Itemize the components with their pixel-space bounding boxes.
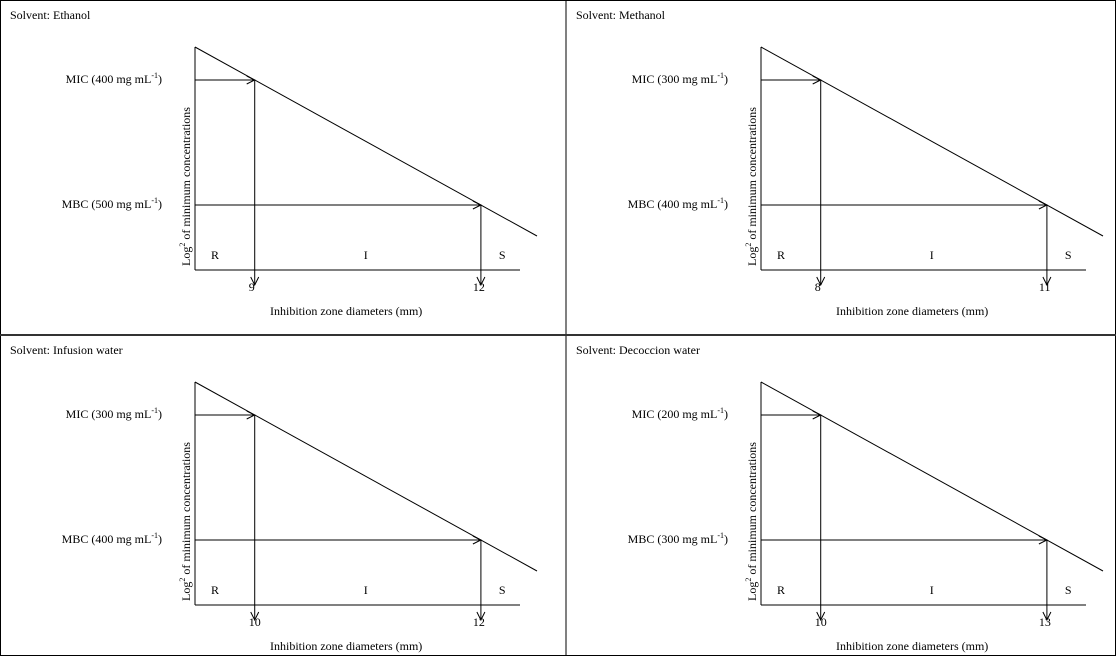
y-axis-label-sup: 2 (744, 242, 753, 247)
region-label-r: R (211, 583, 220, 597)
regression-line (194, 46, 538, 237)
y-axis-label: Log2 of minimum concentrations (744, 442, 760, 601)
tick-label-right: 12 (472, 280, 485, 294)
tick-label-right: 13 (1038, 615, 1051, 629)
arrow-head (472, 535, 483, 545)
mic-label-text: MIC (200 mg mL (631, 407, 718, 421)
mic-label: MIC (400 mg mL-1) (65, 71, 162, 86)
tick-label-left: 9 (248, 280, 255, 294)
tick-label-right: 11 (1038, 280, 1051, 294)
y-axis-label-suffix: of minimum concentrations (179, 442, 193, 578)
mbc-label-text: MBC (400 mg mL (61, 532, 152, 546)
y-axis-label-sup: 2 (178, 577, 187, 582)
y-axis-label-prefix: Log (745, 581, 759, 601)
y-axis-label-suffix: of minimum concentrations (179, 107, 193, 243)
y-axis-label: Log2 of minimum concentrations (178, 442, 194, 601)
solvent-label: Solvent: Methanol (576, 8, 665, 22)
arrow-head (1038, 200, 1049, 210)
unit-exponent: -1 (151, 531, 158, 540)
y-axis-label-sup: 2 (744, 577, 753, 582)
arrow-head (812, 75, 822, 85)
mic-label: MIC (300 mg mL-1) (65, 406, 162, 421)
region-label-i: I (929, 583, 934, 597)
tick-label-left: 8 (814, 280, 821, 294)
unit-exponent: -1 (717, 406, 724, 415)
region-label-s: S (498, 583, 506, 597)
arrow-head (250, 611, 260, 622)
y-axis-label: Log2 of minimum concentrations (744, 107, 760, 266)
mic-label: MIC (200 mg mL-1) (631, 406, 728, 421)
unit-exponent: -1 (717, 71, 724, 80)
arrow-head (246, 410, 256, 420)
solvent-label: Solvent: Decoccion water (576, 343, 700, 357)
x-axis-label: Inhibition zone diameters (mm) (270, 639, 423, 653)
mic-label-text: MIC (400 mg mL (65, 72, 152, 86)
y-axis-label-prefix: Log (179, 246, 193, 266)
diagram-panel: Solvent: Methanol MIC (300 mg mL-1) MBC (4… (566, 0, 1116, 321)
y-axis-label-suffix: of minimum concentrations (745, 107, 759, 243)
arrow-head (476, 276, 486, 287)
unit-exponent: -1 (151, 196, 158, 205)
y-axis-label-suffix: of minimum concentrations (745, 442, 759, 578)
unit-exponent: -1 (717, 196, 724, 205)
tick-label-left: 10 (248, 615, 261, 629)
solvent-label: Solvent: Infusion water (10, 343, 123, 357)
mbc-label: MBC (400 mg mL-1) (627, 196, 728, 211)
arrow-head (246, 75, 256, 85)
arrow-head (816, 276, 826, 287)
panel-drawing (194, 381, 538, 622)
arrow-head (812, 410, 822, 420)
unit-exponent: -1 (151, 406, 158, 415)
mbc-label: MBC (400 mg mL-1) (61, 531, 162, 546)
region-label-i: I (363, 583, 368, 597)
region-label-s: S (498, 248, 506, 262)
unit-exponent: -1 (717, 531, 724, 540)
tick-label-left: 10 (814, 615, 827, 629)
mic-label-text: MIC (300 mg mL (65, 407, 152, 421)
panel-drawing (194, 46, 538, 287)
y-axis-label-prefix: Log (179, 581, 193, 601)
mbc-label: MBC (500 mg mL-1) (61, 196, 162, 211)
mic-label: MIC (300 mg mL-1) (631, 71, 728, 86)
regression-line (194, 381, 538, 572)
y-axis-label: Log2 of minimum concentrations (178, 107, 194, 266)
mbc-label-text: MBC (500 mg mL (61, 197, 152, 211)
region-label-i: I (929, 248, 934, 262)
solvent-label: Solvent: Ethanol (10, 8, 91, 22)
arrow-head (472, 200, 483, 210)
arrow-head (476, 611, 486, 622)
y-axis-label-prefix: Log (745, 246, 759, 266)
regression-line (760, 46, 1104, 237)
mbc-label: MBC (300 mg mL-1) (627, 531, 728, 546)
arrow-head (250, 276, 260, 287)
arrow-head (1042, 276, 1052, 287)
diagram-panel: Solvent: Decoccion water MIC (200 mg mL-1… (566, 335, 1116, 656)
arrow-head (816, 611, 826, 622)
unit-exponent: -1 (151, 71, 158, 80)
panel-drawing (760, 46, 1104, 287)
tick-label-right: 12 (472, 615, 485, 629)
diagram-panel: Solvent: Ethanol MIC (400 mg mL-1) MBC (50… (0, 0, 550, 321)
region-label-s: S (1064, 248, 1072, 262)
mbc-label-text: MBC (300 mg mL (627, 532, 718, 546)
region-label-r: R (777, 248, 786, 262)
region-label-r: R (211, 248, 220, 262)
arrow-head (1038, 535, 1049, 545)
y-axis-label-sup: 2 (178, 242, 187, 247)
region-label-r: R (777, 583, 786, 597)
mbc-label-text: MBC (400 mg mL (627, 197, 718, 211)
regression-line (760, 381, 1104, 572)
region-label-i: I (363, 248, 368, 262)
x-axis-label: Inhibition zone diameters (mm) (270, 304, 423, 318)
panel-drawing (760, 381, 1104, 622)
mic-label-text: MIC (300 mg mL (631, 72, 718, 86)
arrow-head (1042, 611, 1052, 622)
x-axis-label: Inhibition zone diameters (mm) (836, 304, 989, 318)
diagram-panel: Solvent: Infusion water MIC (300 mg mL-1)… (0, 335, 550, 656)
region-label-s: S (1064, 583, 1072, 597)
x-axis-label: Inhibition zone diameters (mm) (836, 639, 989, 653)
